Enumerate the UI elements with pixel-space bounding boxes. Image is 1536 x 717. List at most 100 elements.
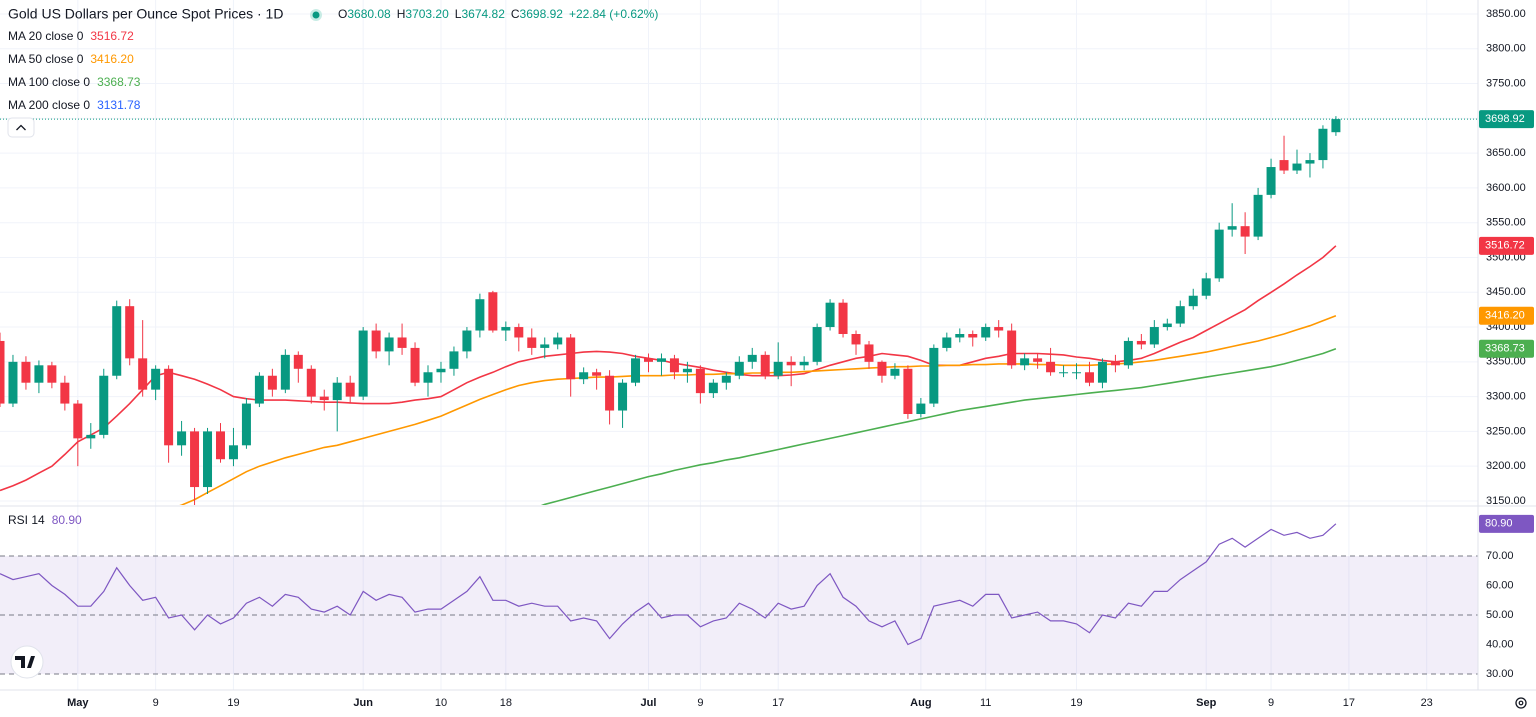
x-tick-label: 17 bbox=[1343, 697, 1355, 709]
chart-title: Gold US Dollars per Ounce Spot Prices · … bbox=[8, 6, 283, 22]
candle-body bbox=[1318, 128, 1328, 161]
candle-body bbox=[1279, 160, 1289, 171]
y-tick-label: 3750.00 bbox=[1486, 77, 1526, 89]
candle-body bbox=[631, 358, 641, 383]
candle-body bbox=[825, 302, 835, 328]
rsi-legend-name: RSI 14 bbox=[8, 513, 45, 527]
x-tick-label: Jun bbox=[353, 697, 373, 709]
candle-body bbox=[267, 375, 277, 390]
candle-body bbox=[1007, 330, 1017, 366]
candle-body bbox=[47, 365, 57, 383]
candle-body bbox=[410, 347, 420, 383]
ohlc-value: 3674.82 bbox=[461, 7, 505, 21]
candle-body bbox=[99, 375, 109, 435]
candle-body bbox=[1253, 194, 1263, 237]
ohlc-legend: O3680.08 H3703.20 L3674.82 C3698.92 +22.84 (… bbox=[338, 7, 658, 21]
x-tick-label: 19 bbox=[1070, 697, 1082, 709]
price-tag-label: 3416.20 bbox=[1485, 310, 1525, 322]
x-tick-label: 18 bbox=[500, 697, 512, 709]
axes: 3150.003200.003250.003300.003350.003400.… bbox=[67, 8, 1534, 709]
candle-body bbox=[151, 368, 161, 390]
legend: Gold US Dollars per Ounce Spot Prices · … bbox=[8, 6, 658, 527]
price-tag-label: 3698.92 bbox=[1485, 113, 1525, 125]
candle-body bbox=[1201, 278, 1211, 296]
candle-body bbox=[838, 302, 848, 334]
candle-body bbox=[527, 337, 537, 348]
candle-body bbox=[34, 365, 44, 383]
candle-body bbox=[293, 354, 303, 369]
candle-body bbox=[592, 372, 602, 376]
ma-line bbox=[540, 348, 1337, 505]
candle-body bbox=[358, 330, 368, 397]
candle-body bbox=[682, 368, 692, 373]
x-tick-label: 9 bbox=[1268, 697, 1274, 709]
ma-legend-name: MA 100 close 0 bbox=[8, 75, 90, 89]
rsi-pane bbox=[0, 523, 1337, 646]
candle-body bbox=[929, 347, 939, 404]
candle-body bbox=[138, 358, 148, 390]
candle-body bbox=[319, 396, 329, 401]
candle-body bbox=[1305, 160, 1315, 164]
tv-logo[interactable] bbox=[10, 645, 44, 679]
y-tick-label: 3550.00 bbox=[1486, 217, 1526, 229]
candle-body bbox=[864, 344, 874, 362]
ma-legend-name: MA 20 close 0 bbox=[8, 29, 84, 43]
candle-body bbox=[968, 333, 978, 338]
ma-legend-value: 3416.20 bbox=[90, 52, 134, 66]
candle-body bbox=[981, 327, 991, 338]
candle-body bbox=[228, 445, 238, 460]
candle-body bbox=[241, 403, 251, 446]
candle-body bbox=[514, 327, 524, 338]
candle-body bbox=[112, 306, 122, 376]
candle-body bbox=[890, 368, 900, 376]
candle-body bbox=[86, 434, 96, 439]
candle-body bbox=[449, 351, 459, 369]
candle-body bbox=[1084, 372, 1094, 383]
candle-body bbox=[60, 382, 70, 404]
price-tag-label: 80.90 bbox=[1485, 518, 1513, 530]
candle-body bbox=[1097, 361, 1107, 383]
ohlc-value: 3703.20 bbox=[405, 7, 449, 21]
rsi-tick-label: 70.00 bbox=[1486, 550, 1514, 562]
candle-body bbox=[190, 431, 200, 488]
candle-body bbox=[1046, 361, 1056, 373]
candle-body bbox=[605, 375, 615, 411]
candle-body bbox=[1033, 358, 1043, 362]
settings-icon[interactable] bbox=[1515, 697, 1527, 709]
price-tag bbox=[1479, 306, 1534, 325]
ma-legend: MA 200 close 0 3131.78 bbox=[8, 98, 141, 112]
candle-body bbox=[669, 358, 679, 373]
ohlc-label: L bbox=[455, 7, 462, 21]
ohlc-label: C bbox=[511, 7, 520, 21]
candle-body bbox=[177, 431, 187, 446]
ma-legend: MA 50 close 0 3416.20 bbox=[8, 52, 134, 66]
ma-legend-name: MA 50 close 0 bbox=[8, 52, 84, 66]
candle-body bbox=[695, 368, 705, 394]
price-tag bbox=[1479, 110, 1534, 129]
x-tick-label: 10 bbox=[435, 697, 447, 709]
y-tick-label: 3350.00 bbox=[1486, 356, 1526, 368]
candle-body bbox=[760, 354, 770, 376]
candle-body bbox=[734, 361, 744, 376]
candle-body bbox=[203, 431, 213, 488]
candle-body bbox=[1266, 167, 1276, 195]
x-tick-label: Jul bbox=[641, 697, 657, 709]
candle-body bbox=[566, 337, 576, 380]
candle-body bbox=[786, 361, 796, 366]
candle-body bbox=[423, 372, 433, 383]
collapse-button[interactable] bbox=[7, 117, 35, 138]
candle-body bbox=[280, 354, 290, 390]
x-tick-label: Sep bbox=[1196, 697, 1216, 709]
candle-body bbox=[332, 382, 342, 401]
ma-legend: MA 20 close 0 3516.72 bbox=[8, 29, 134, 43]
candle-body bbox=[21, 361, 31, 383]
change-value: +22.84 (+0.62%) bbox=[569, 7, 658, 21]
rsi-tick-label: 30.00 bbox=[1486, 668, 1514, 680]
candle-body bbox=[656, 358, 666, 362]
candle-body bbox=[462, 330, 472, 352]
x-tick-label: 9 bbox=[697, 697, 703, 709]
y-tick-label: 3150.00 bbox=[1486, 495, 1526, 507]
ohlc-label: O bbox=[338, 7, 347, 21]
candle-body bbox=[1227, 226, 1237, 230]
